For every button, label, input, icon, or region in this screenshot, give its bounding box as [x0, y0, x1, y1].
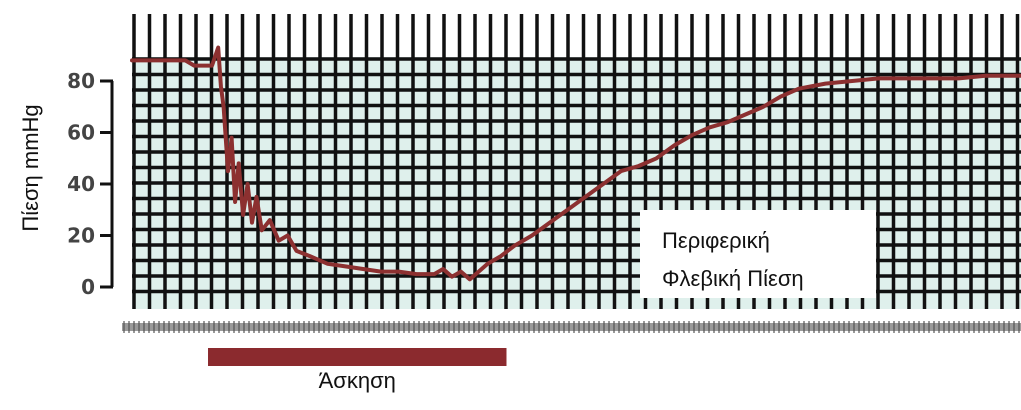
- series-layer: [130, 45, 1021, 282]
- legend-box: [640, 210, 876, 298]
- y-tick-label: 20: [67, 224, 95, 248]
- y-tick-label: 0: [81, 275, 95, 299]
- legend-line-1: Περιφερική: [662, 228, 770, 253]
- x-axis-ruler: [122, 321, 1021, 333]
- y-tick-label: 80: [67, 69, 95, 93]
- series-line: [130, 45, 1021, 282]
- y-axis-title: Πίεση mmHg: [18, 104, 43, 231]
- y-axis: 0 20 40 60 80: [67, 69, 114, 299]
- y-tick-label: 60: [67, 121, 95, 145]
- exercise-label: Άσκηση: [319, 368, 396, 393]
- legend-line-2: Φλεβική Πίεση: [662, 266, 804, 291]
- ruler-band: [122, 323, 1021, 331]
- y-tick-label: 40: [67, 172, 95, 196]
- exercise-bar: [208, 348, 507, 366]
- legend: Περιφερική Φλεβική Πίεση: [640, 210, 876, 298]
